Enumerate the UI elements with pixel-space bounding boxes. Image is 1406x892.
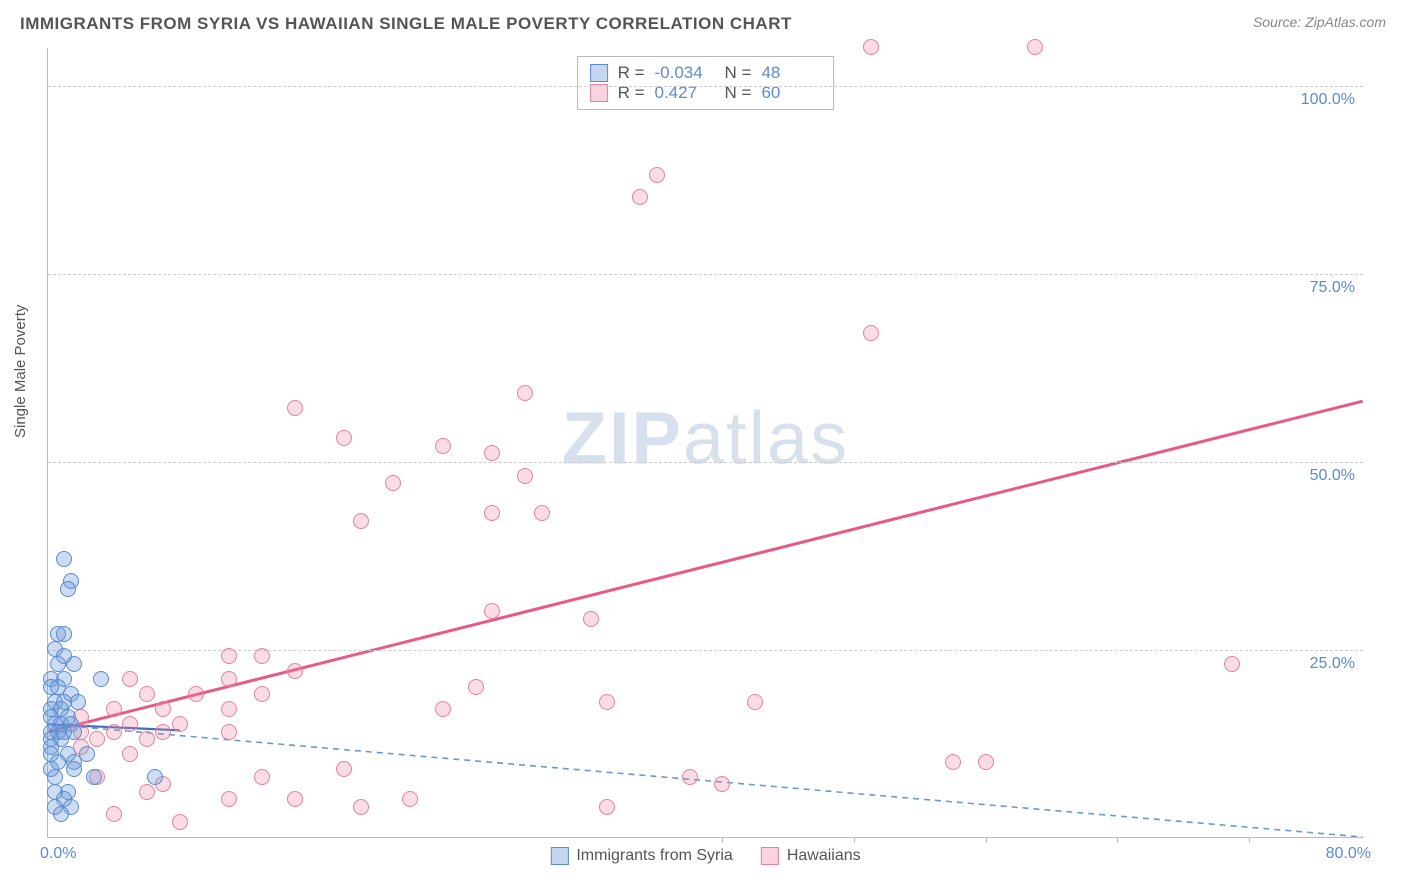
data-point — [287, 663, 303, 679]
data-point — [106, 806, 122, 822]
series-legend: Immigrants from Syria Hawaiians — [550, 847, 860, 865]
watermark: ZIPatlas — [562, 396, 849, 481]
data-point — [517, 468, 533, 484]
gridline — [48, 274, 1363, 275]
data-point — [336, 430, 352, 446]
data-point — [106, 724, 122, 740]
data-point — [863, 39, 879, 55]
data-point — [221, 671, 237, 687]
data-point — [1027, 39, 1043, 55]
data-point — [1224, 656, 1240, 672]
chart-container: Single Male Poverty ZIPatlas R = -0.034 … — [0, 38, 1406, 892]
plot-area: ZIPatlas R = -0.034 N = 48 R = 0.427 N =… — [47, 48, 1363, 838]
data-point — [139, 686, 155, 702]
data-point — [122, 716, 138, 732]
gridline — [48, 86, 1363, 87]
data-point — [353, 799, 369, 815]
legend-item-pink: Hawaiians — [761, 847, 861, 865]
data-point — [89, 731, 105, 747]
data-point — [70, 694, 86, 710]
data-point — [336, 761, 352, 777]
y-tick-label: 75.0% — [1310, 279, 1355, 297]
data-point — [254, 686, 270, 702]
data-point — [147, 769, 163, 785]
data-point — [583, 611, 599, 627]
x-tick-mark — [722, 837, 723, 843]
stats-row-blue: R = -0.034 N = 48 — [590, 63, 822, 83]
data-point — [435, 701, 451, 717]
data-point — [172, 814, 188, 830]
source-attribution: Source: ZipAtlas.com — [1253, 14, 1386, 30]
x-tick-mark — [986, 837, 987, 843]
data-point — [66, 761, 82, 777]
swatch-blue — [590, 64, 608, 82]
data-point — [221, 648, 237, 664]
data-point — [385, 475, 401, 491]
data-point — [534, 505, 550, 521]
data-point — [978, 754, 994, 770]
data-point — [402, 791, 418, 807]
data-point — [122, 671, 138, 687]
header: IMMIGRANTS FROM SYRIA VS HAWAIIAN SINGLE… — [0, 0, 1406, 38]
chart-title: IMMIGRANTS FROM SYRIA VS HAWAIIAN SINGLE… — [20, 14, 792, 34]
data-point — [56, 551, 72, 567]
legend-item-blue: Immigrants from Syria — [550, 847, 732, 865]
gridline — [48, 462, 1363, 463]
y-tick-label: 25.0% — [1310, 655, 1355, 673]
data-point — [50, 656, 66, 672]
data-point — [468, 679, 484, 695]
trend-lines — [48, 48, 1363, 837]
data-point — [221, 791, 237, 807]
data-point — [47, 769, 63, 785]
data-point — [106, 701, 122, 717]
data-point — [56, 626, 72, 642]
data-point — [484, 445, 500, 461]
x-tick-mark — [1249, 837, 1250, 843]
data-point — [155, 701, 171, 717]
data-point — [649, 167, 665, 183]
data-point — [682, 769, 698, 785]
data-point — [747, 694, 763, 710]
data-point — [122, 746, 138, 762]
data-point — [599, 694, 615, 710]
data-point — [945, 754, 961, 770]
swatch-pink — [761, 847, 779, 865]
data-point — [287, 791, 303, 807]
data-point — [484, 505, 500, 521]
data-point — [254, 769, 270, 785]
data-point — [66, 656, 82, 672]
data-point — [139, 784, 155, 800]
data-point — [863, 325, 879, 341]
data-point — [86, 769, 102, 785]
data-point — [139, 731, 155, 747]
data-point — [353, 513, 369, 529]
y-axis-label: Single Male Poverty — [12, 305, 29, 438]
data-point — [221, 724, 237, 740]
swatch-blue — [550, 847, 568, 865]
data-point — [254, 648, 270, 664]
x-tick-mark — [854, 837, 855, 843]
swatch-pink — [590, 84, 608, 102]
data-point — [93, 671, 109, 687]
stats-legend: R = -0.034 N = 48 R = 0.427 N = 60 — [577, 56, 835, 110]
gridline — [48, 650, 1363, 651]
data-point — [60, 581, 76, 597]
data-point — [484, 603, 500, 619]
data-point — [435, 438, 451, 454]
data-point — [221, 701, 237, 717]
data-point — [632, 189, 648, 205]
data-point — [517, 385, 533, 401]
x-tick-label: 0.0% — [40, 845, 76, 863]
data-point — [172, 716, 188, 732]
data-point — [155, 724, 171, 740]
data-point — [714, 776, 730, 792]
data-point — [599, 799, 615, 815]
x-tick-label: 80.0% — [1326, 845, 1371, 863]
y-tick-label: 50.0% — [1310, 467, 1355, 485]
y-tick-label: 100.0% — [1301, 91, 1355, 109]
data-point — [188, 686, 204, 702]
data-point — [287, 400, 303, 416]
data-point — [53, 806, 69, 822]
x-tick-mark — [1117, 837, 1118, 843]
